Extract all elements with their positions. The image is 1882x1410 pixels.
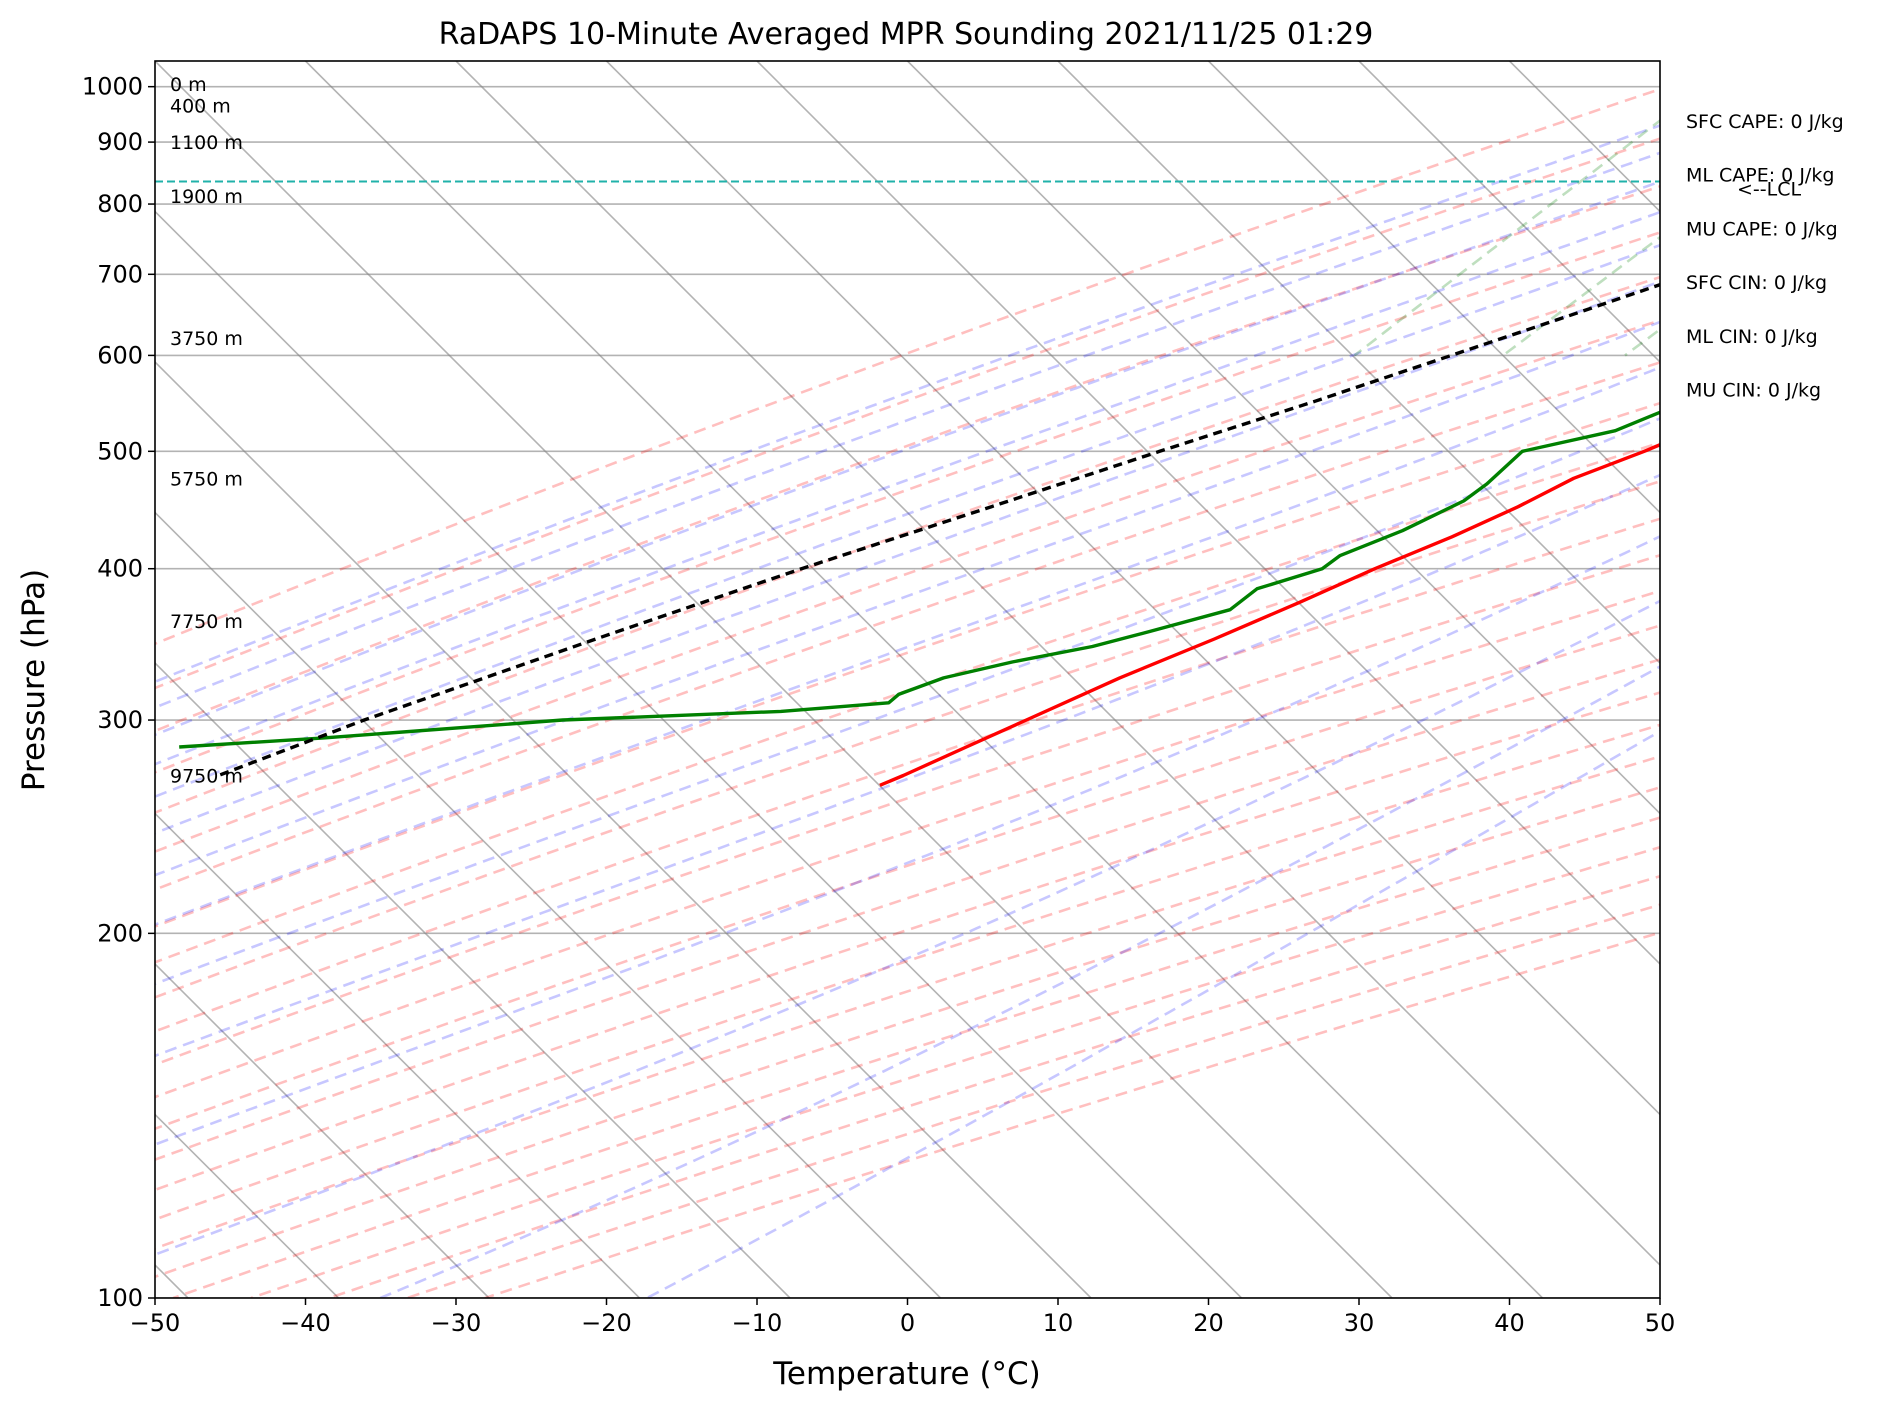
chart-title: RaDAPS 10-Minute Averaged MPR Sounding 2…: [439, 17, 1374, 52]
x-tick-label: 0: [900, 1309, 915, 1337]
stat-label: MU CAPE: 0 J/kg: [1686, 218, 1838, 240]
y-tick-label: 500: [97, 437, 143, 465]
x-tick-label: 50: [1645, 1309, 1676, 1337]
stat-label: ML CIN: 0 J/kg: [1686, 326, 1818, 348]
x-tick-label: −40: [280, 1309, 331, 1337]
y-tick-label: 900: [97, 128, 143, 156]
height-label: 9750 m: [170, 765, 243, 787]
x-tick-label: 30: [1344, 1309, 1375, 1337]
x-tick-label: −50: [130, 1309, 181, 1337]
y-axis-label: Pressure (hPa): [16, 569, 52, 791]
stat-label: MU CIN: 0 J/kg: [1686, 380, 1821, 402]
y-tick-label: 300: [97, 706, 143, 734]
height-label: 7750 m: [170, 611, 243, 633]
x-tick-label: 40: [1494, 1309, 1525, 1337]
y-tick-label: 800: [97, 190, 143, 218]
y-tick-label: 400: [97, 555, 143, 583]
stat-label: SFC CIN: 0 J/kg: [1686, 272, 1827, 294]
x-axis-label: Temperature (°C): [772, 1356, 1041, 1392]
stat-label: SFC CAPE: 0 J/kg: [1686, 111, 1844, 133]
height-label: 1900 m: [170, 186, 243, 208]
height-label: 400 m: [170, 95, 231, 117]
x-tick-label: −10: [732, 1309, 783, 1337]
x-tick-label: −20: [581, 1309, 632, 1337]
height-label: 1100 m: [170, 132, 243, 154]
x-tick-label: −30: [431, 1309, 482, 1337]
y-tick-label: 100: [97, 1284, 143, 1312]
y-tick-label: 200: [97, 919, 143, 947]
y-tick-label: 600: [97, 341, 143, 369]
height-label: 3750 m: [170, 328, 243, 350]
height-label: 0 m: [170, 74, 207, 96]
height-label: 5750 m: [170, 468, 243, 490]
x-tick-label: 20: [1193, 1309, 1224, 1337]
x-tick-label: 10: [1043, 1309, 1074, 1337]
stat-label: ML CAPE: 0 J/kg: [1686, 165, 1834, 187]
y-tick-label: 700: [97, 260, 143, 288]
y-tick-label: 1000: [82, 73, 143, 101]
